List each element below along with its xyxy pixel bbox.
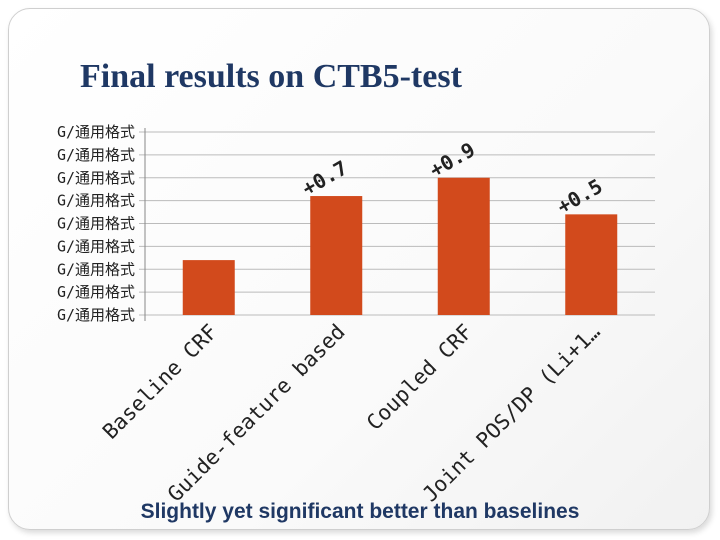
y-tick-label: G/通用格式 — [57, 283, 135, 301]
slide-title: Final results on CTB5-test — [80, 58, 462, 95]
y-tick-label: G/通用格式 — [57, 146, 135, 164]
bar — [437, 177, 490, 315]
slide-caption: Slightly yet significant better than bas… — [140, 500, 580, 523]
y-tick-label: G/通用格式 — [57, 123, 135, 141]
y-tick-label: G/通用格式 — [57, 260, 135, 278]
bar — [310, 196, 363, 315]
y-tick-label: G/通用格式 — [57, 306, 135, 324]
bars — [182, 177, 618, 315]
y-tick-label: G/通用格式 — [57, 192, 135, 210]
x-tick-label: Coupled CRF — [362, 320, 477, 435]
y-axis-tick-labels: G/通用格式 G/通用格式 G/通用格式 G/通用格式 G/通用格式 G/通用格式 G/通用… — [57, 123, 135, 324]
x-tick-label: Baseline CRF — [98, 320, 222, 444]
bar-annotation: +0.7 — [298, 156, 352, 201]
y-tick-label: G/通用格式 — [57, 215, 135, 233]
bar — [565, 214, 618, 315]
y-tick-label: G/通用格式 — [57, 237, 135, 255]
y-tick-label: G/通用格式 — [57, 169, 135, 187]
bar-annotation: +0.5 — [553, 174, 607, 219]
bar — [182, 260, 235, 315]
bar-annotation: +0.9 — [425, 137, 479, 182]
